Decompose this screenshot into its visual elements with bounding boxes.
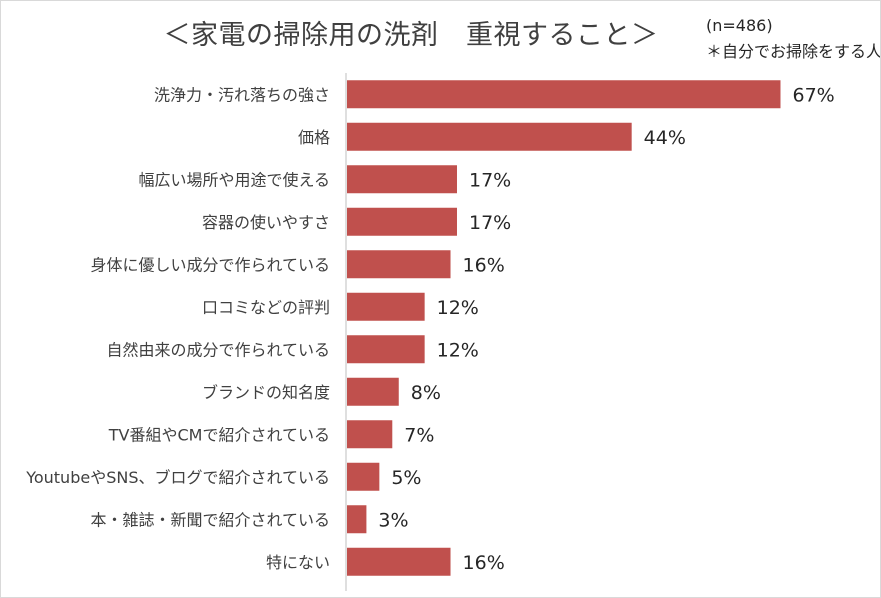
- value-label: 17%: [469, 169, 511, 191]
- category-label: 幅広い場所や用途で使える: [138, 170, 330, 189]
- chart-title: ＜家電の掃除用の洗剤 重視すること＞: [163, 20, 659, 51]
- value-label: 7%: [404, 424, 434, 446]
- respondent-note: ＊自分でお掃除をする人: [706, 42, 881, 61]
- category-label: 洗浄力・汚れ落ちの強さ: [154, 85, 330, 104]
- value-label: 8%: [411, 382, 441, 404]
- category-label: 口コミなどの評判: [202, 298, 330, 317]
- bar: [347, 165, 457, 194]
- bar: [347, 420, 393, 449]
- category-label: 容器の使いやすさ: [202, 213, 330, 232]
- bar: [347, 335, 425, 364]
- value-label: 16%: [463, 552, 505, 574]
- category-label: 価格: [298, 128, 330, 147]
- bar: [347, 292, 425, 321]
- value-label: 44%: [644, 127, 686, 149]
- category-label: YoutubeやSNS、ブログで紹介されている: [25, 468, 330, 487]
- value-label: 3%: [378, 509, 408, 531]
- bar: [347, 377, 399, 406]
- bar: [347, 122, 632, 151]
- bar: [347, 207, 457, 236]
- category-label: 本・雑誌・新聞で紹介されている: [90, 510, 330, 529]
- category-label: 特にない: [266, 553, 330, 572]
- category-label: 身体に優しい成分で作られている: [90, 255, 330, 274]
- bar: [347, 547, 451, 576]
- value-label: 67%: [792, 84, 834, 106]
- value-label: 12%: [437, 297, 479, 319]
- bar: [347, 462, 380, 491]
- sample-size-label: (n=486): [706, 16, 773, 35]
- value-label: 12%: [437, 339, 479, 361]
- value-label: 5%: [391, 467, 421, 489]
- bar: [347, 80, 781, 109]
- category-label: ブランドの知名度: [202, 383, 330, 402]
- category-label: 自然由来の成分で作られている: [106, 340, 330, 359]
- category-label: TV番組やCMで紹介されている: [108, 425, 330, 444]
- bar: [347, 505, 367, 534]
- value-label: 16%: [463, 254, 505, 276]
- sample-note: (n=486) ＊自分でお掃除をする人: [706, 13, 881, 65]
- value-label: 17%: [469, 212, 511, 234]
- bar: [347, 250, 451, 279]
